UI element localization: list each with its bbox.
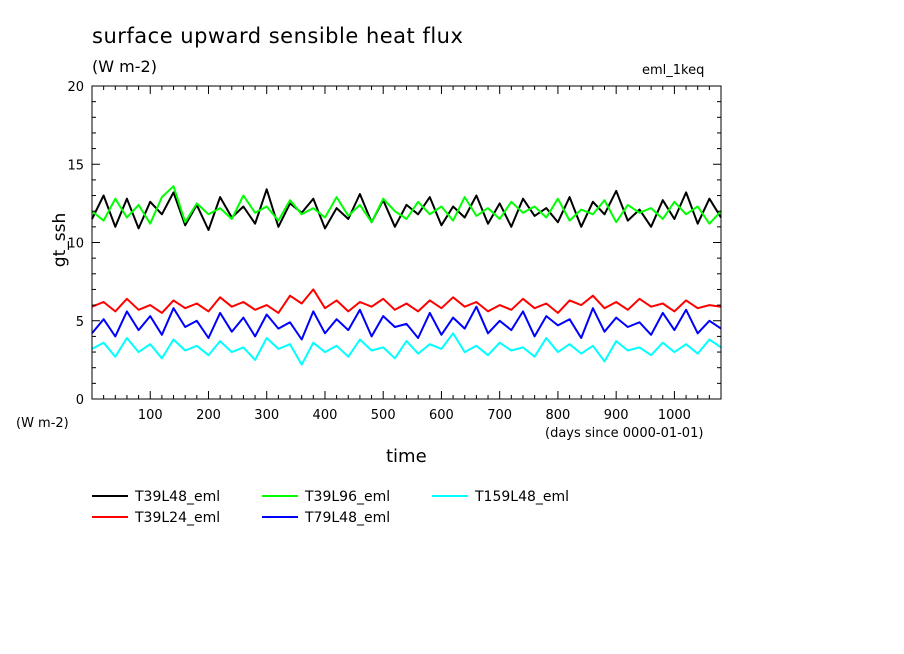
x-tick-label: 600 xyxy=(429,408,454,423)
x-tick-label: 400 xyxy=(313,408,338,423)
y-axis-units: (W m-2) xyxy=(16,416,69,431)
x-axis-units: (days since 0000-01-01) xyxy=(545,426,704,441)
chart-units: (W m-2) xyxy=(92,57,157,76)
series-line-t159l48-eml xyxy=(91,332,722,366)
x-tick-label: 700 xyxy=(487,408,512,423)
x-tick-label: 200 xyxy=(196,408,221,423)
x-axis-label: time xyxy=(386,446,427,467)
series-line-t39l96-eml xyxy=(91,185,722,225)
series-line-t39l48-eml xyxy=(91,188,722,231)
legend-label: T159L48_eml xyxy=(474,489,569,505)
legend: T39L48_eml T39L96_eml T159L48_eml T39L24_em… xyxy=(92,489,569,526)
series-line-t39l24-eml xyxy=(91,288,722,314)
series-layer xyxy=(91,185,722,366)
legend-label: T39L96_eml xyxy=(304,489,390,505)
y-tick-label: 0 xyxy=(76,393,84,408)
chart-title: surface upward sensible heat flux xyxy=(92,24,464,48)
axis-ticks: 100 200 300 400 500 600 700 800 900 1000 0 5 10 15 20 xyxy=(67,80,721,423)
y-tick-label: 10 xyxy=(67,237,84,252)
legend-label: T39L48_eml xyxy=(134,489,220,505)
experiment-label: eml_1keq xyxy=(642,63,705,78)
plot-frame xyxy=(91,85,722,400)
x-tick-label: 500 xyxy=(371,408,396,423)
x-tick-label: 300 xyxy=(254,408,279,423)
legend-label: T39L24_eml xyxy=(134,510,220,526)
series-line-t79l48-eml xyxy=(91,305,722,341)
legend-label: T79L48_eml xyxy=(304,510,390,526)
y-tick-label: 5 xyxy=(76,315,84,330)
x-tick-label: 1000 xyxy=(658,408,691,423)
x-tick-label: 900 xyxy=(604,408,629,423)
y-tick-label: 15 xyxy=(67,158,84,173)
x-tick-label: 100 xyxy=(138,408,163,423)
y-tick-label: 20 xyxy=(67,80,84,95)
x-tick-label: 800 xyxy=(546,408,571,423)
